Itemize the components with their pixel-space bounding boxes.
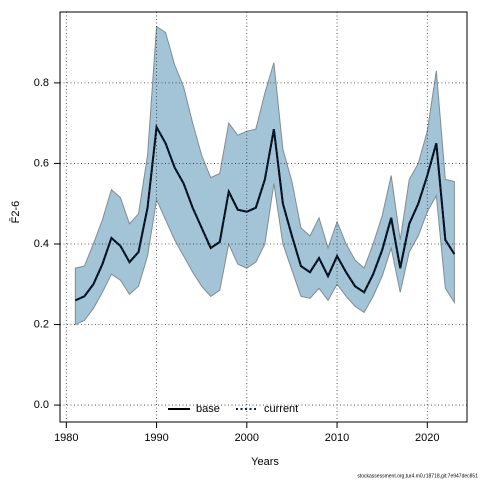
- x-tick-label: 1990: [144, 432, 168, 444]
- x-tick-label: 2010: [325, 432, 349, 444]
- legend-label: current: [264, 403, 298, 415]
- y-tick-label: 0.4: [34, 238, 49, 250]
- footnote: stockassessment.org,tur4.m0,r18718,git:7…: [357, 473, 478, 479]
- series-line: [74, 123, 456, 302]
- legend-label: base: [196, 403, 220, 415]
- plot-frame: [59, 11, 468, 423]
- y-tick-label: 0.2: [34, 318, 49, 330]
- x-axis-label: Years: [251, 456, 279, 468]
- y-tick-label: 0.8: [34, 77, 49, 89]
- y-axis-label: F̄2-6: [9, 201, 22, 224]
- x-tick-label: 2020: [415, 432, 439, 444]
- x-tick-label: 2000: [235, 432, 259, 444]
- y-tick-label: 0.0: [34, 399, 49, 411]
- y-tick-label: 0.6: [34, 157, 49, 169]
- x-tick-label: 1980: [54, 432, 78, 444]
